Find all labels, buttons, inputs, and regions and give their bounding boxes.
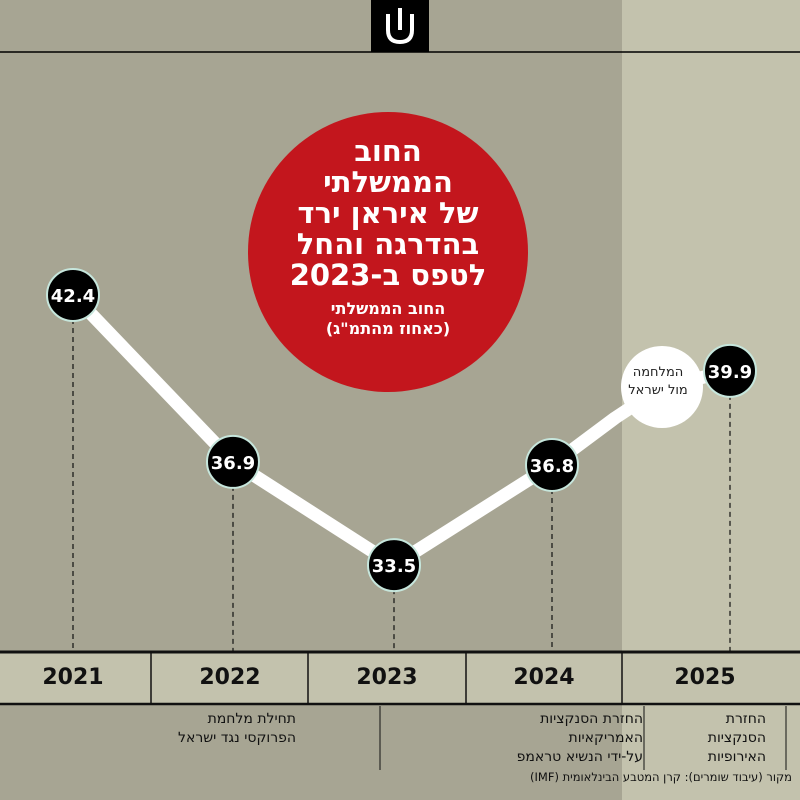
event-note-2025: החזרת הסנקציות האירופיות xyxy=(707,711,766,765)
data-point-2024 xyxy=(525,437,579,492)
data-point-2025 xyxy=(703,343,757,398)
war-annotation: המלחמה מול ישראל xyxy=(628,365,688,398)
event-note-2024: החזרת הסנקציות האמריקאיות על-ידי הנשיא ט… xyxy=(516,711,643,765)
chart-subtitle: החוב הממשלתי (כאחוז מהתמ"ג) xyxy=(325,299,451,338)
data-point-2022 xyxy=(206,434,260,489)
year-label-2023: 2023 xyxy=(356,665,418,690)
year-label-2025: 2025 xyxy=(674,665,736,690)
data-label-2024: 36.8 xyxy=(530,456,574,477)
data-label-2021: 42.4 xyxy=(51,286,95,307)
headline-circle: החוב הממשלתי של איראן ירד בהדרגה והחל לט… xyxy=(248,112,528,392)
chart-title: החוב הממשלתי של איראן ירד בהדרגה והחל לט… xyxy=(289,134,487,292)
year-label-2021: 2021 xyxy=(42,665,104,690)
data-point-2021 xyxy=(46,268,100,322)
data-label-2025: 39.9 xyxy=(708,362,752,383)
source-note: מקור (עיבוד שומרים): קרן המטבע הבינלאומי… xyxy=(530,770,792,784)
data-label-2022: 36.9 xyxy=(211,453,255,474)
year-label-2022: 2022 xyxy=(199,665,261,690)
event-note-2022: תחילת מלחמת הפרוקסי נגד ישראל xyxy=(178,711,296,746)
year-label-2024: 2024 xyxy=(513,665,575,690)
data-label-2023: 33.5 xyxy=(372,556,416,577)
data-point-2023 xyxy=(367,538,421,593)
newspaper-logo-icon xyxy=(386,8,414,45)
logo-box xyxy=(371,0,429,52)
axis-band xyxy=(0,652,800,704)
war-annotation-bubble xyxy=(621,346,703,428)
